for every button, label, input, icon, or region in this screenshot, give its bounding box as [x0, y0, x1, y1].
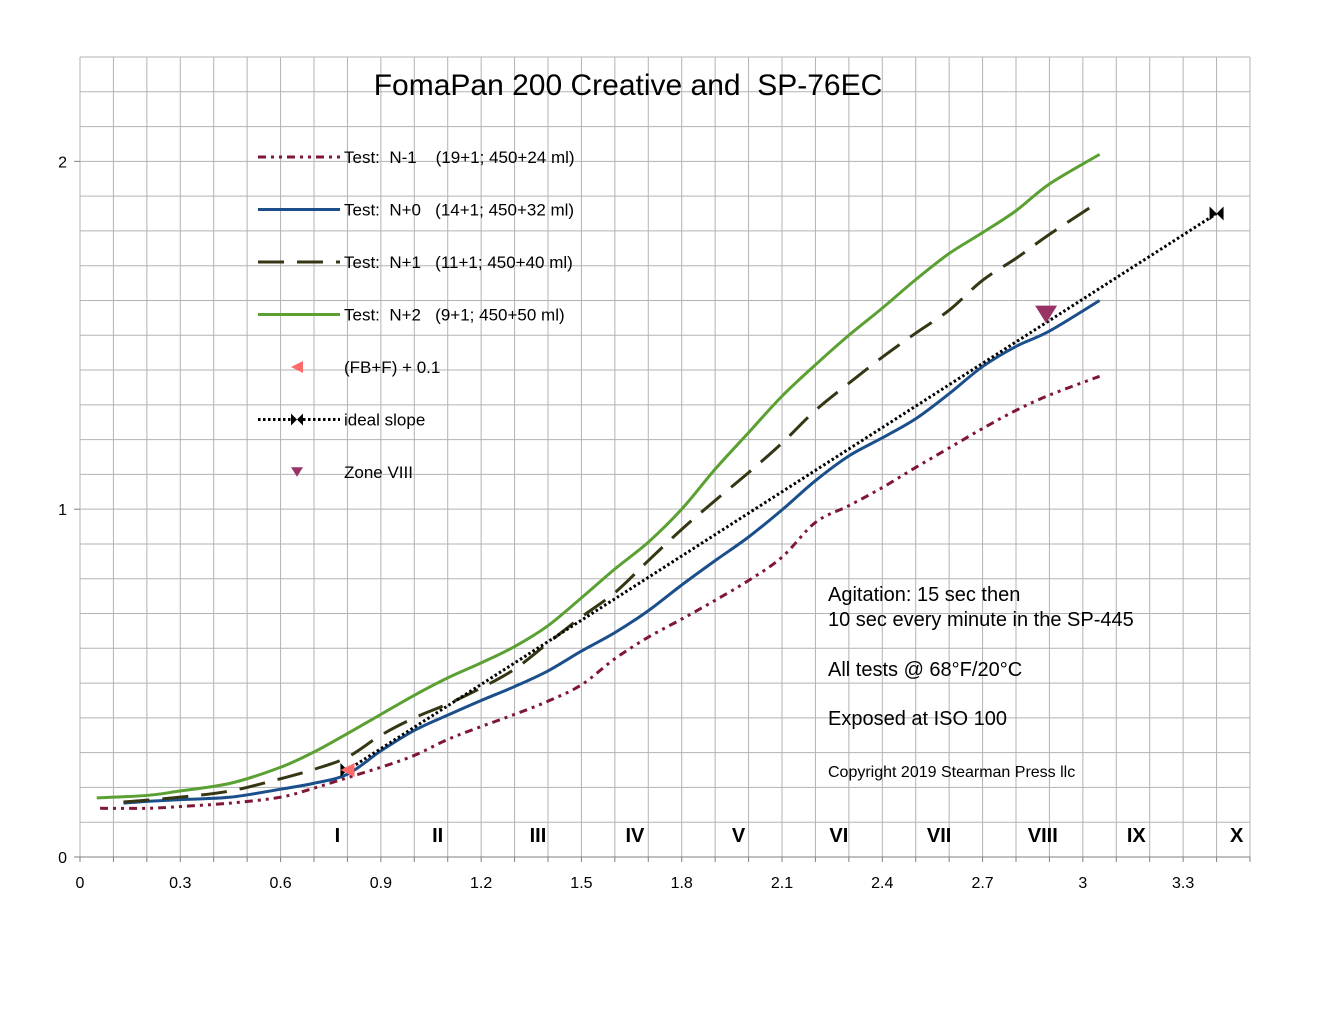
data-point-marker	[1209, 206, 1224, 221]
zone-label: VII	[927, 825, 951, 847]
zone-label: III	[530, 825, 547, 847]
zone-label: VI	[829, 825, 848, 847]
legend-item: (FB+F) + 0.1	[291, 358, 440, 377]
legend-label: ideal slope	[344, 411, 425, 430]
y-tick-labels: 0 1 2	[58, 154, 67, 867]
zone-label: VIII	[1028, 825, 1058, 847]
legend-marker	[291, 413, 303, 426]
x-tick-label: 3.3	[1172, 875, 1194, 892]
x-tick-label: 1.2	[470, 875, 492, 892]
legend-item: Test: N-1 (19+1; 450+24 ml)	[258, 148, 575, 167]
legend-marker	[291, 467, 303, 477]
legend-item: ideal slope	[258, 411, 425, 430]
x-tick-label: 1.5	[570, 875, 592, 892]
copyright-notice: Copyright 2019 Stearman Press llc	[828, 764, 1075, 781]
data-point-marker	[1035, 305, 1058, 324]
x-tick-label: 1.8	[671, 875, 693, 892]
x-tick-label: 2.7	[971, 875, 993, 892]
legend-item: Zone VIII	[291, 463, 413, 482]
x-tick-label: 0.3	[169, 875, 191, 892]
zone-labels: I II III IV V VI VII VIII IX X	[335, 825, 1244, 847]
y-tick-label: 1	[58, 502, 67, 519]
x-tick-label: 2.4	[871, 875, 893, 892]
legend-label: (FB+F) + 0.1	[344, 358, 440, 377]
zone-label: IV	[625, 825, 645, 847]
legend-marker	[291, 361, 303, 373]
legend-label: Test: N+1 (11+1; 450+40 ml)	[344, 253, 573, 272]
legend-item: Test: N+1 (11+1; 450+40 ml)	[258, 253, 573, 272]
plot-series	[96, 153, 1224, 810]
zone-label: X	[1230, 825, 1244, 847]
legend-label: Test: N-1 (19+1; 450+24 ml)	[344, 148, 575, 167]
series-line-3	[123, 200, 1101, 804]
legend-item: Test: N+0 (14+1; 450+32 ml)	[258, 201, 574, 220]
series-line-1	[100, 374, 1101, 810]
axes	[74, 160, 1251, 862]
legend-label: Zone VIII	[344, 463, 413, 482]
annotation-temperature: All tests @ 68°F/20°C	[828, 659, 1022, 681]
zone-label: I	[335, 825, 341, 847]
legend-label: Test: N+0 (14+1; 450+32 ml)	[344, 201, 574, 220]
x-tick-label: 0	[76, 875, 85, 892]
legend: Test: N-1 (19+1; 450+24 ml) Test: N+0 (14…	[258, 148, 575, 482]
legend-label: Test: N+2 (9+1; 450+50 ml)	[344, 306, 565, 325]
annotation-agitation-detail: 10 sec every minute in the SP-445	[828, 609, 1134, 631]
series-line-2	[123, 299, 1101, 805]
zone-label: V	[732, 825, 746, 847]
zone-label: IX	[1127, 825, 1147, 847]
zone-label: II	[432, 825, 443, 847]
x-tick-label: 3	[1078, 875, 1087, 892]
annotations: Agitation: 15 sec then 10 sec every minu…	[828, 584, 1134, 781]
annotation-agitation: Agitation: 15 sec then	[828, 584, 1020, 606]
series-line-4	[96, 153, 1101, 800]
x-tick-label: 0.9	[370, 875, 392, 892]
y-tick-label: 2	[58, 154, 67, 171]
x-tick-labels: 0 0.3 0.6 0.9 1.2 1.5 1.8 2.1 2.4 2.7 3 3.3	[76, 875, 1195, 892]
legend-item: Test: N+2 (9+1; 450+50 ml)	[258, 306, 565, 325]
series-line-6	[346, 212, 1218, 772]
annotation-exposure: Exposed at ISO 100	[828, 708, 1007, 730]
data-point-marker	[340, 763, 355, 778]
x-tick-label: 0.6	[269, 875, 291, 892]
grid	[79, 56, 1251, 858]
chart-title: FomaPan 200 Creative and SP-76EC	[374, 69, 883, 102]
y-tick-label: 0	[58, 850, 67, 867]
x-tick-label: 2.1	[771, 875, 793, 892]
